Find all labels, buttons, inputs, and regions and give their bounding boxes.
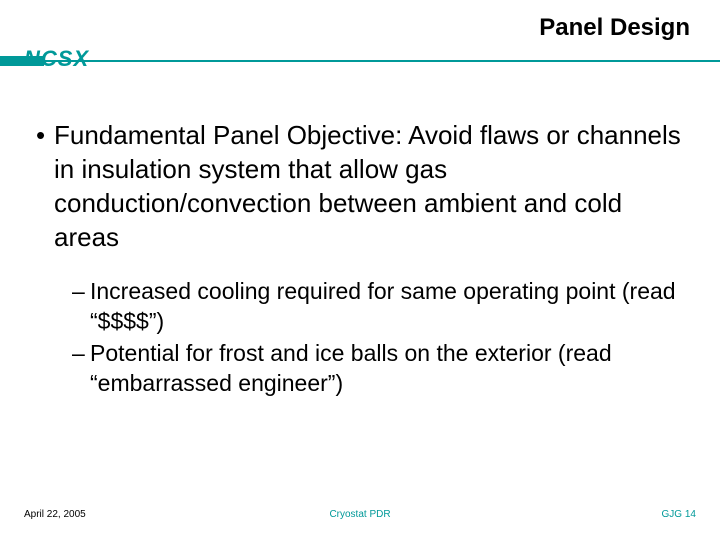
header-rule-bar xyxy=(0,56,44,66)
sub-bullet-text: Increased cooling required for same oper… xyxy=(90,276,684,336)
sub-bullet-marker: – xyxy=(72,276,90,306)
sub-bullet-item: – Potential for frost and ice balls on t… xyxy=(72,338,684,398)
content-area: • Fundamental Panel Objective: Avoid fla… xyxy=(36,118,684,400)
sub-bullet-item: – Increased cooling required for same op… xyxy=(72,276,684,336)
footer-page: GJG 14 xyxy=(662,509,696,520)
bullet-text: Fundamental Panel Objective: Avoid flaws… xyxy=(54,118,684,254)
sub-bullet-text: Potential for frost and ice balls on the… xyxy=(90,338,684,398)
slide: Panel Design NCSX • Fundamental Panel Ob… xyxy=(0,0,720,540)
bullet-item: • Fundamental Panel Objective: Avoid fla… xyxy=(36,118,684,254)
footer-center: Cryostat PDR xyxy=(329,509,390,520)
bullet-marker: • xyxy=(36,118,54,152)
slide-title: Panel Design xyxy=(539,14,690,42)
footer: April 22, 2005 Cryostat PDR GJG 14 xyxy=(24,509,696,520)
header-rule-line xyxy=(44,60,720,62)
footer-date: April 22, 2005 xyxy=(24,509,86,520)
sub-bullet-marker: – xyxy=(72,338,90,368)
